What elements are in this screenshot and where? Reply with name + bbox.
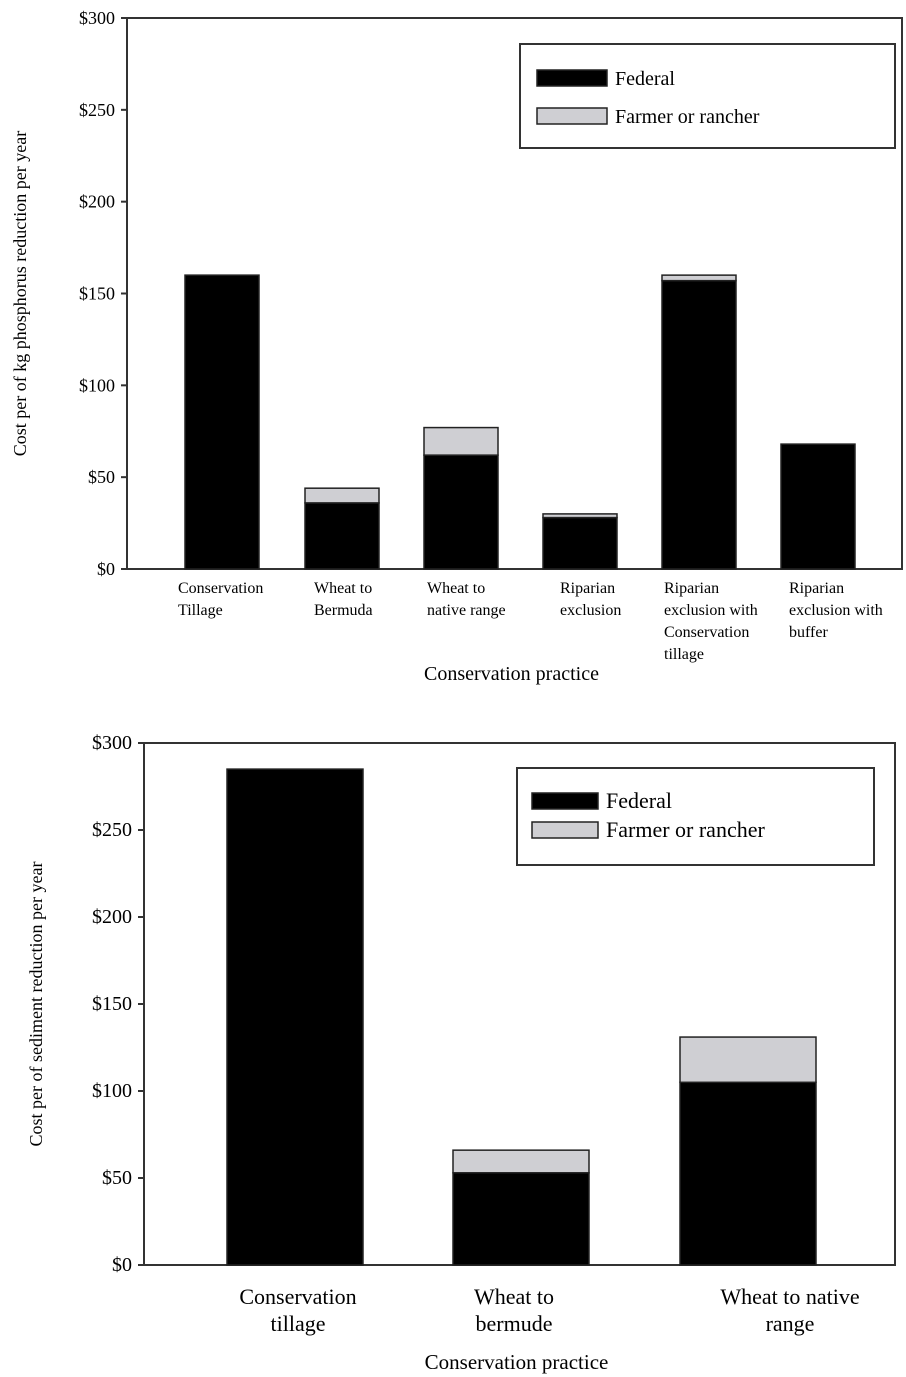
legend-label: Federal: [606, 788, 672, 813]
x-category-label: Wheat to bermude: [474, 1284, 554, 1336]
x-category-label-line: Tillage: [178, 602, 223, 619]
legend-swatch-farmer-or-rancher: [536, 107, 608, 125]
y-tick-label: $200: [92, 906, 132, 928]
bar-farmer-or-rancher: [542, 513, 618, 519]
x-category-label-line: bermude: [476, 1311, 553, 1336]
y-tick-label: $300: [79, 8, 115, 28]
bar-farmer-or-rancher: [679, 1036, 817, 1084]
bar-federal: [542, 516, 618, 570]
legend-box: [519, 43, 896, 149]
bar-farmer-or-rancher: [452, 1149, 590, 1174]
x-category-label-line: exclusion: [560, 602, 621, 619]
x-category-label-line: tillage: [664, 646, 704, 663]
x-category-label-line: exclusion with: [789, 602, 883, 619]
y-tick-label: $150: [92, 993, 132, 1015]
legend-label: Farmer or rancher: [615, 106, 760, 128]
bar-federal: [679, 1081, 817, 1266]
y-axis-label: Cost per of sediment reduction per year: [26, 862, 46, 1147]
x-category-label-line: Wheat to: [474, 1284, 554, 1309]
y-tick-label: $300: [92, 732, 132, 754]
x-category-label-line: Wheat to: [314, 580, 372, 597]
x-category-label: Riparian exclusion: [560, 580, 621, 619]
x-category-label-line: Wheat to native: [720, 1284, 859, 1309]
x-axis-label: Conservation practice: [424, 663, 599, 685]
legend-swatch-federal: [536, 69, 608, 87]
x-category-label-line: Conservation: [664, 624, 749, 641]
x-category-label: Riparian exclusion with buffer: [789, 580, 883, 641]
x-category-label: Wheat to Bermuda: [314, 580, 373, 619]
x-category-label-line: Riparian: [664, 580, 719, 597]
x-category-label: Conservation Tillage: [178, 580, 263, 619]
legend-swatch-farmer-or-rancher: [531, 821, 599, 839]
x-category-label-line: buffer: [789, 624, 828, 641]
y-tick-label: $200: [79, 192, 115, 212]
bar-federal: [184, 274, 260, 570]
legend-box: [516, 767, 875, 866]
y-tick-label: $100: [79, 375, 115, 395]
x-category-label: Wheat to native range: [720, 1284, 859, 1336]
y-tick-label: $0: [112, 1254, 132, 1276]
y-tick-label: $250: [92, 819, 132, 841]
x-category-label-line: Conservation: [239, 1284, 356, 1309]
bar-federal: [304, 502, 380, 570]
x-category-label-line: Conservation: [178, 580, 263, 597]
y-tick-label: $0: [97, 559, 115, 579]
x-category-label-line: Riparian: [789, 580, 844, 597]
y-tick-label: $50: [88, 467, 115, 487]
x-category-label: Riparian exclusion with Conservation tillag…: [664, 580, 758, 663]
x-category-label-line: exclusion with: [664, 602, 758, 619]
bar-farmer-or-rancher: [304, 487, 380, 504]
y-tick-label: $250: [79, 100, 115, 120]
y-tick-label: $50: [102, 1167, 132, 1189]
bar-farmer-or-rancher: [661, 274, 737, 282]
x-category-label: Conservation tillage: [239, 1284, 356, 1336]
legend-swatch-federal: [531, 792, 599, 810]
legend-label: Farmer or rancher: [606, 817, 765, 842]
bar-federal: [452, 1172, 590, 1266]
x-category-label-line: Wheat to: [427, 580, 485, 597]
bar-federal: [226, 768, 364, 1266]
bar-federal: [423, 454, 499, 570]
x-category-label-line: range: [766, 1311, 815, 1336]
y-tick-label: $150: [79, 284, 115, 304]
bar-farmer-or-rancher: [423, 426, 499, 456]
x-category-label-line: Riparian: [560, 580, 615, 597]
sediment-cost-chart: $0 $50 $100 $150 $200 $250 $300 Conservation til…: [26, 732, 896, 1374]
phosphorus-cost-chart: $0 $50 $100 $150 $200 $250 $300 Conservation Til…: [10, 8, 903, 685]
bar-federal: [780, 443, 856, 570]
y-tick-label: $100: [92, 1080, 132, 1102]
x-category-label-line: Bermuda: [314, 602, 373, 619]
x-category-label-line: native range: [427, 602, 506, 619]
x-category-label-line: tillage: [271, 1311, 326, 1336]
x-category-label: Wheat to native range: [427, 580, 506, 619]
y-axis-label: Cost per of kg phosphorus reduction per …: [10, 131, 30, 456]
x-axis-label: Conservation practice: [425, 1350, 609, 1374]
legend-label: Federal: [615, 68, 675, 90]
bar-federal: [661, 279, 737, 570]
